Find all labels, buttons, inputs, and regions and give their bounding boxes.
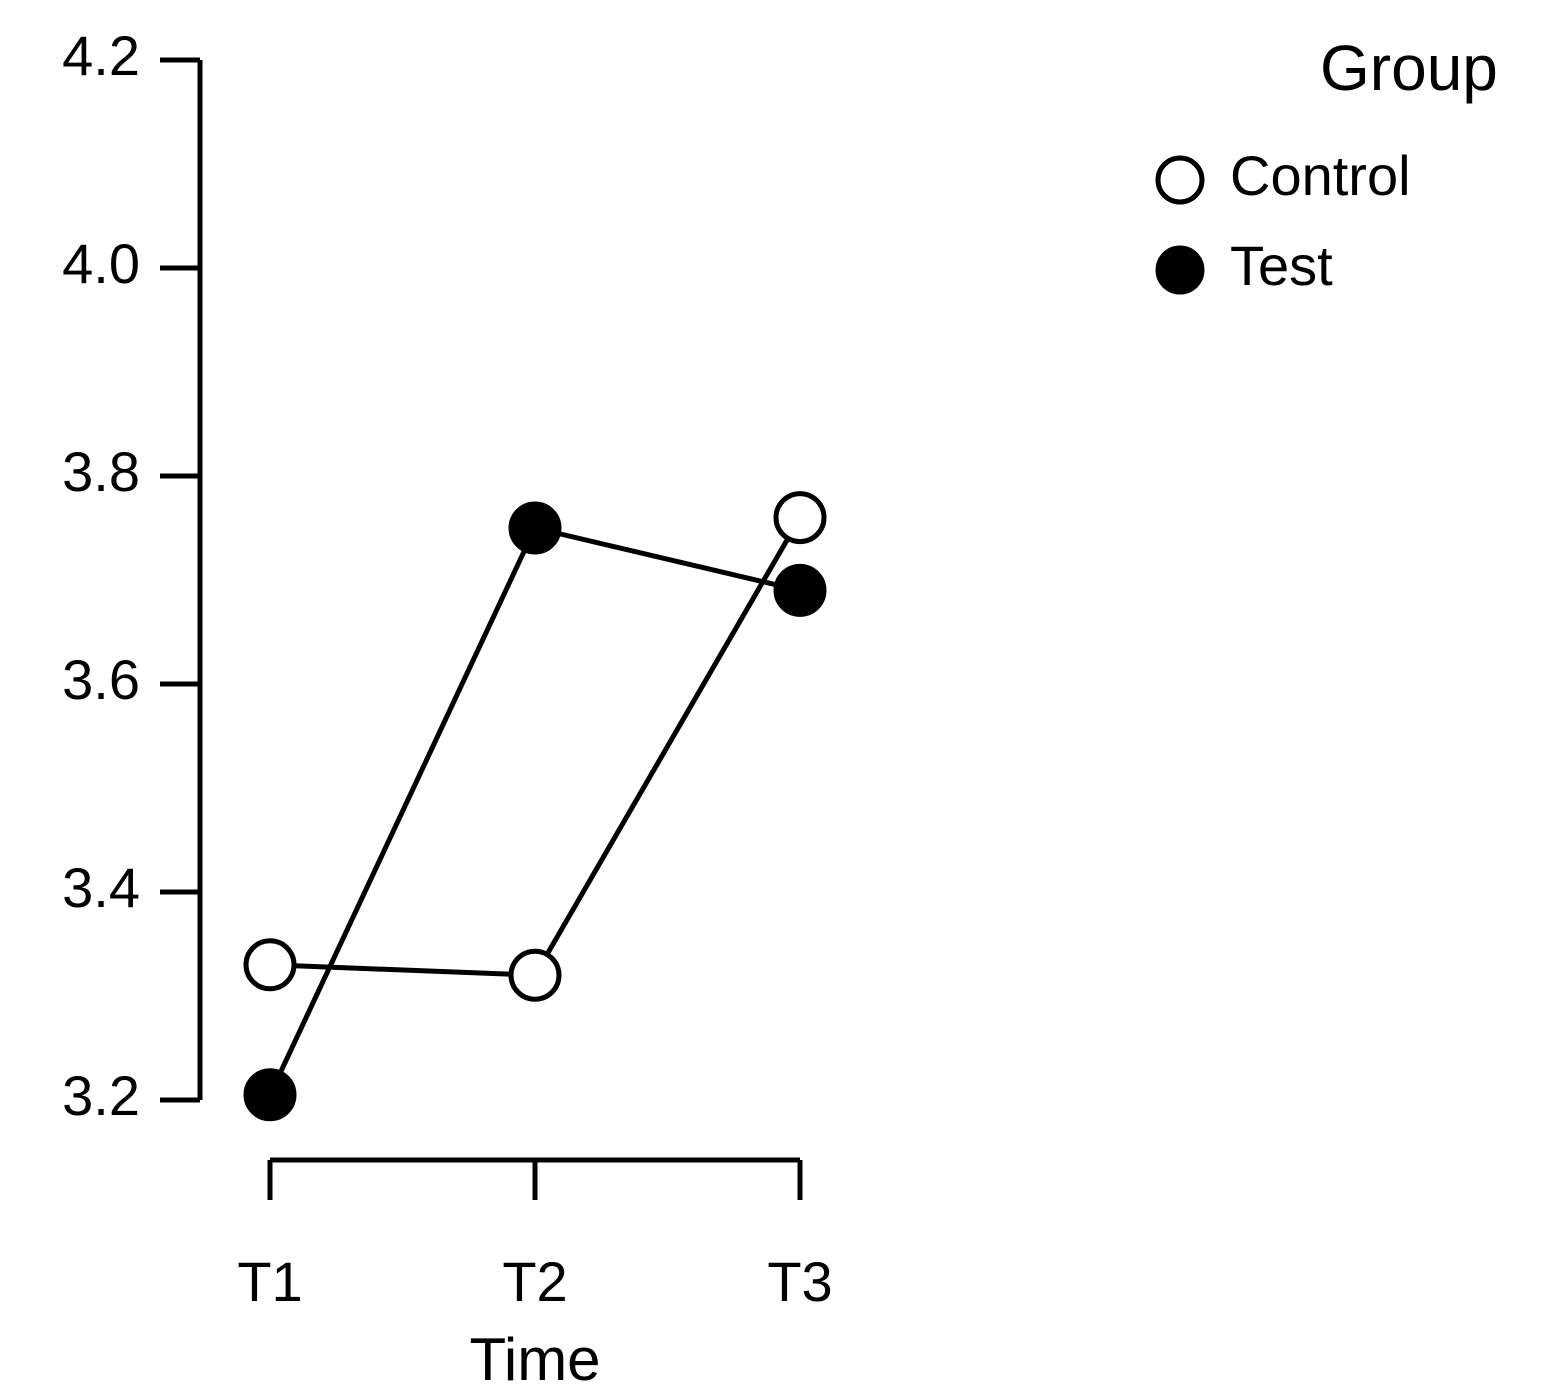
- series-marker-control: [776, 494, 824, 542]
- y-tick-label: 3.4: [62, 856, 140, 919]
- x-tick-label: T2: [502, 1250, 567, 1313]
- chart-background: [0, 0, 1558, 1386]
- x-tick-label: T1: [237, 1250, 302, 1313]
- x-axis-label: Time: [469, 1326, 600, 1386]
- y-tick-label: 4.0: [62, 232, 140, 295]
- x-tick-label: T3: [767, 1250, 832, 1313]
- series-marker-control: [511, 951, 559, 999]
- legend-label-control: Control: [1230, 144, 1411, 207]
- y-tick-label: 3.2: [62, 1064, 140, 1127]
- legend-marker-control: [1158, 158, 1202, 202]
- y-tick-label: 3.8: [62, 440, 140, 503]
- line-chart: 3.2 3.4 3.6 3.8 4.0 4.2 T1 T2 T3 Time Group Control…: [0, 0, 1558, 1386]
- legend-title: Group: [1320, 32, 1498, 104]
- series-marker-test: [511, 504, 559, 552]
- y-tick-label: 4.2: [62, 24, 140, 87]
- legend-label-test: Test: [1230, 234, 1333, 297]
- chart-container: 3.2 3.4 3.6 3.8 4.0 4.2 T1 T2 T3 Time Group Control…: [0, 0, 1558, 1386]
- y-tick-label: 3.6: [62, 648, 140, 711]
- series-marker-test: [246, 1071, 294, 1119]
- legend-marker-test: [1158, 248, 1202, 292]
- series-marker-test: [776, 566, 824, 614]
- series-marker-control: [246, 941, 294, 989]
